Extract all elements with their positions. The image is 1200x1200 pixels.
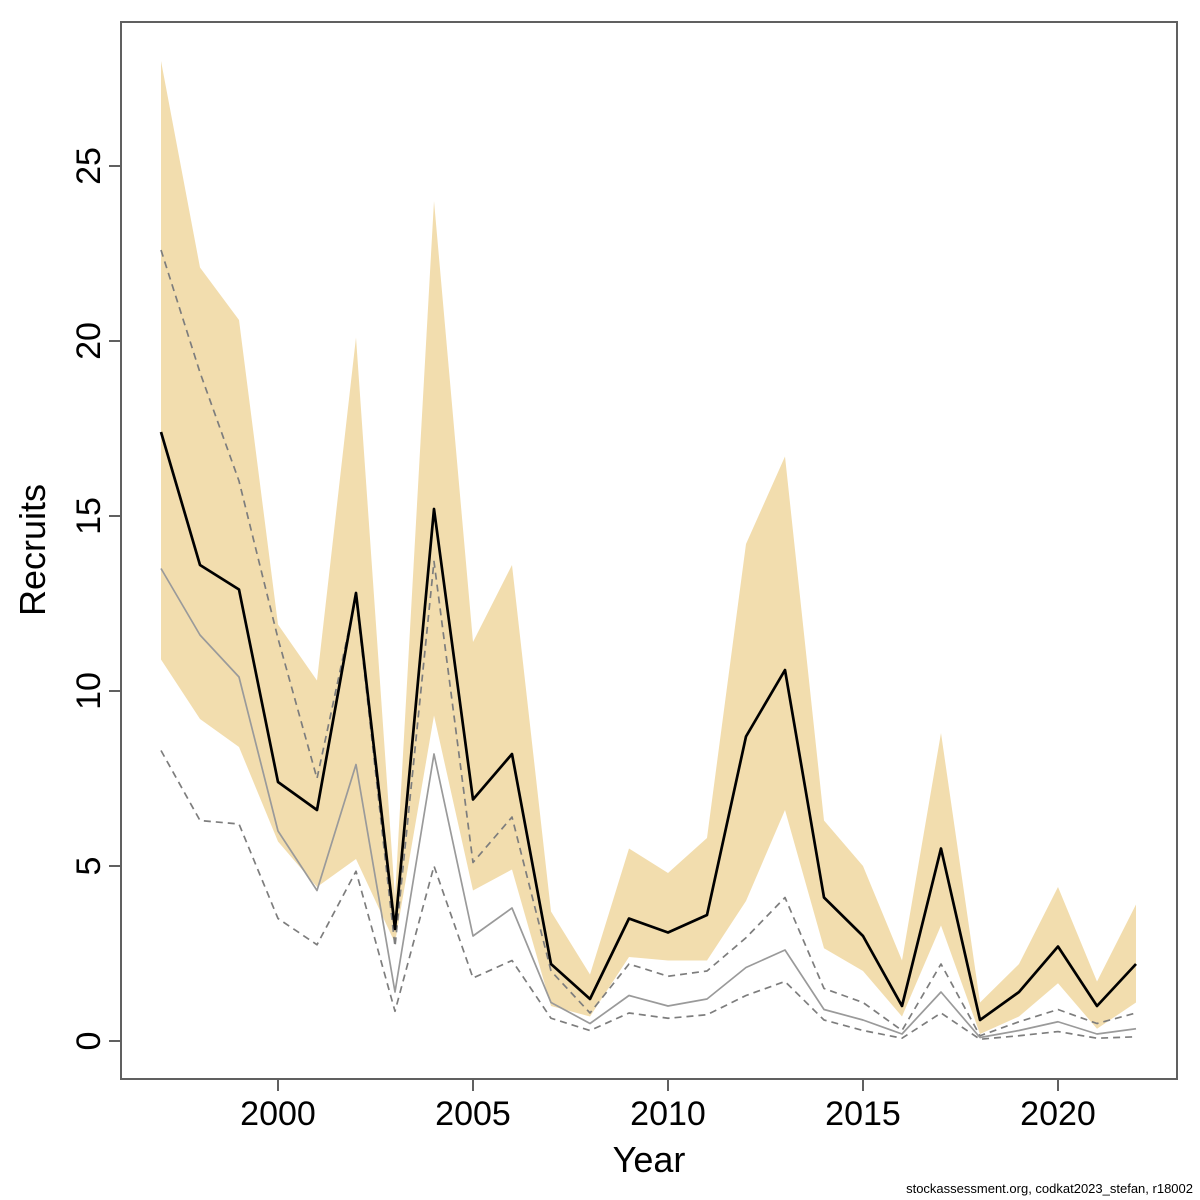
y-tick-label: 0 — [70, 1032, 108, 1051]
y-axis-label: Recruits — [12, 484, 53, 616]
confidence-band — [161, 61, 1136, 1034]
plot-border — [120, 21, 1178, 1080]
x-tick-label: 2010 — [630, 1095, 706, 1133]
previous-lower-ci-line — [160, 750, 1137, 1041]
current-estimate-line — [159, 431, 1137, 1022]
previous-estimate-line — [160, 568, 1137, 1039]
source-caption: stockassessment.org, codkat2023_stefan, … — [906, 1181, 1193, 1196]
x-tick-label: 2005 — [435, 1095, 511, 1133]
x-tick-label: 2020 — [1020, 1095, 1096, 1133]
y-tick-label: 10 — [70, 672, 108, 710]
previous-upper-ci-line — [160, 249, 1137, 1037]
x-tick-label: 2000 — [240, 1095, 316, 1133]
y-tick-label: 5 — [70, 857, 108, 876]
x-tick-label: 2015 — [825, 1095, 901, 1133]
y-tick-label: 15 — [70, 497, 108, 535]
y-tick-label: 20 — [70, 322, 108, 360]
y-tick-label: 25 — [70, 147, 108, 185]
x-axis-label: Year — [613, 1139, 686, 1180]
